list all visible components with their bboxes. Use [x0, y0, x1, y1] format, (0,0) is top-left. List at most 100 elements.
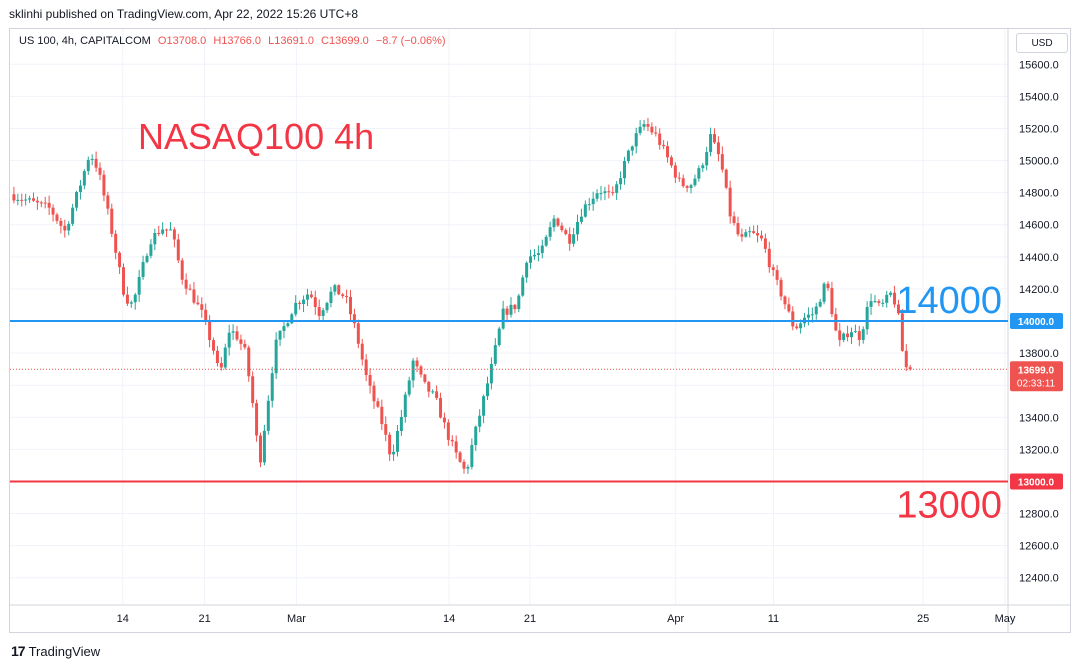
candle-body	[392, 451, 396, 455]
close-value: C13699.0	[321, 35, 369, 47]
candle-body	[439, 398, 443, 418]
change-value: −8.7 (−0.06%)	[375, 35, 446, 47]
candle-body	[493, 345, 497, 364]
candle-body	[482, 396, 486, 416]
candle-body	[513, 304, 517, 310]
price-tick-label: 15000.0	[1019, 156, 1059, 168]
price-tick-label: 15600.0	[1019, 59, 1059, 71]
candle-body	[869, 301, 873, 307]
candle-body	[826, 283, 830, 289]
candle-body	[274, 339, 278, 374]
candle-body	[298, 302, 302, 305]
candle-body	[677, 177, 681, 179]
candle-body	[262, 430, 266, 463]
candle-body	[861, 329, 865, 340]
bar-countdown: 02:33:11	[1017, 378, 1056, 389]
candle-body	[24, 199, 28, 201]
candle-body	[345, 296, 349, 298]
candle-body	[478, 415, 482, 427]
symbol-label[interactable]: US 100, 4h, CAPITALCOM	[19, 35, 151, 47]
candle-body	[325, 302, 329, 311]
candle-body	[666, 146, 670, 158]
chart-title: NASAQ100 4h	[138, 116, 374, 157]
candle-body	[106, 195, 110, 209]
candle-body	[638, 126, 642, 134]
candle-body	[611, 192, 615, 194]
candle-body	[55, 214, 59, 221]
candle-body	[192, 289, 196, 303]
candle-body	[321, 310, 325, 316]
candle-body	[783, 296, 787, 305]
candle-body	[685, 186, 689, 188]
candle-body	[411, 360, 415, 381]
candle-body	[576, 221, 580, 235]
candle-body	[615, 184, 619, 193]
candle-body	[435, 391, 439, 399]
candle-body	[818, 301, 822, 307]
candle-body	[787, 304, 791, 312]
candle-body	[814, 306, 818, 315]
price-tick-label: 14400.0	[1019, 252, 1059, 264]
candle-body	[865, 306, 869, 330]
candle-body	[893, 292, 897, 305]
candle-body	[595, 193, 599, 199]
candle-body	[450, 439, 454, 442]
candle-body	[579, 216, 583, 222]
time-tick-label: 21	[524, 613, 536, 625]
candle-body	[771, 267, 775, 271]
price-tick-label: 12400.0	[1019, 573, 1059, 585]
candle-body	[857, 331, 861, 340]
candle-body	[168, 229, 172, 231]
candle-body	[184, 279, 188, 289]
candle-body	[90, 158, 94, 160]
candle-body	[748, 231, 752, 233]
candle-body	[290, 314, 294, 324]
candle-body	[204, 309, 208, 322]
candle-body	[125, 294, 129, 304]
candle-body	[759, 235, 763, 239]
footer: 17 TradingView	[11, 643, 100, 659]
candle-body	[200, 304, 204, 310]
candle-body	[172, 229, 176, 240]
candle-body	[673, 165, 677, 178]
candle-body	[341, 294, 345, 297]
price-tick-label: 15200.0	[1019, 123, 1059, 135]
candle-body	[239, 339, 243, 344]
candle-body	[509, 304, 513, 315]
candle-body	[740, 234, 744, 237]
candle-body	[446, 422, 450, 440]
candle-body	[270, 373, 274, 401]
candle-body	[415, 360, 419, 367]
candle-body	[223, 347, 227, 368]
candle-body	[521, 277, 525, 296]
candle-body	[227, 332, 231, 348]
footer-brand[interactable]: TradingView	[28, 643, 101, 659]
candle-body	[458, 452, 462, 462]
candle-body	[59, 220, 63, 226]
candle-body	[732, 216, 736, 224]
candle-body	[877, 301, 881, 303]
candle-body	[544, 236, 548, 246]
candle-body	[251, 376, 255, 404]
candle-body	[838, 330, 842, 341]
candle-body	[305, 294, 309, 300]
candle-body	[474, 426, 478, 446]
candle-body	[388, 434, 392, 455]
currency-button[interactable]: USD	[1016, 33, 1068, 53]
candle-body	[102, 174, 106, 196]
candle-body	[122, 267, 126, 295]
candle-body	[505, 308, 509, 315]
candle-body	[317, 307, 321, 316]
candle-body	[165, 229, 169, 231]
price-tick-label: 12800.0	[1019, 509, 1059, 521]
candle-body	[286, 323, 290, 327]
candle-body	[376, 401, 380, 407]
candle-body	[681, 178, 685, 187]
candle-body	[548, 227, 552, 237]
candle-body	[118, 252, 122, 268]
candle-body	[489, 363, 493, 384]
candle-body	[337, 285, 341, 295]
candle-body	[133, 294, 137, 303]
candle-body	[736, 223, 740, 235]
